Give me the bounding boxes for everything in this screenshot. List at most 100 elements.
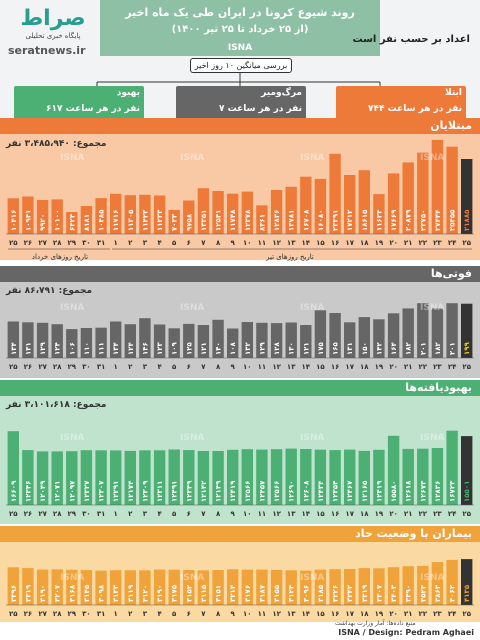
value-label-recovered-9: ۱۲۳۰۹	[141, 480, 149, 502]
category-label-recovered-26: ۲۰	[389, 510, 398, 518]
category-label-infections-3: ۲۸	[53, 239, 62, 247]
category-label-deaths-25: ۱۹	[375, 363, 384, 371]
category-label-infections-15: ۹	[231, 239, 236, 247]
bar-severe-26	[387, 567, 400, 605]
category-label-infections-20: ۱۴	[302, 239, 311, 247]
watermark-infections-3: ISNA	[420, 153, 444, 163]
category-label-recovered-20: ۱۴	[302, 510, 311, 518]
bar-recovered-17	[256, 449, 268, 505]
bar-recovered-29	[431, 448, 444, 505]
bar-infections-24	[358, 170, 370, 234]
avg-recovered-box: بهبود ۶۱۷ نفر در هر ساعت	[14, 86, 144, 122]
value-label-deaths-16: ۱۳۲	[244, 341, 252, 355]
category-label-deaths-1: ۲۶	[24, 363, 33, 371]
bar-recovered-27	[402, 448, 414, 505]
bar-severe-30	[446, 559, 458, 605]
category-label-recovered-18: ۱۲	[272, 510, 281, 518]
watermark-recovered-3: ISNA	[420, 433, 444, 443]
value-label-infections-5: ۸۱۸۱	[83, 214, 91, 231]
category-label-infections-10: ۴	[157, 239, 162, 247]
value-label-deaths-30: ۲۰۱	[449, 342, 457, 355]
category-label-deaths-5: ۳۰	[82, 363, 91, 371]
value-label-recovered-29: ۱۲۸۳۶	[434, 481, 442, 502]
category-label-severe-19: ۱۳	[287, 610, 296, 618]
value-label-infections-19: ۱۳۷۸۱	[288, 210, 296, 231]
category-label-infections-23: ۱۷	[345, 239, 354, 247]
deaths-band	[0, 268, 480, 378]
category-label-deaths-16: ۱۰	[243, 363, 252, 371]
value-label-recovered-25: ۱۲۴۱۹	[375, 480, 383, 502]
infections-total: مجموع: ۳،۴۸۵،۹۴۰ نفر	[6, 139, 107, 149]
bar-recovered-31	[461, 436, 473, 505]
category-label-infections-31: ۲۵	[462, 239, 471, 247]
logo-subtitle: پایگاه خبری تحلیلی	[25, 32, 81, 40]
category-label-deaths-29: ۲۳	[433, 363, 442, 371]
infections-band	[0, 124, 480, 260]
date-range-label-tir: تاریخ روزهای تیر	[265, 253, 314, 261]
value-label-recovered-20: ۱۲۶۰۸	[302, 480, 310, 502]
bar-infections-6	[95, 198, 107, 234]
watermark-deaths-1: ISNA	[180, 303, 204, 313]
category-label-severe-22: ۱۶	[331, 610, 340, 618]
category-label-deaths-7: ۱	[114, 363, 118, 371]
value-label-infections-30: ۲۵۴۵۵	[449, 209, 457, 231]
category-label-deaths-17: ۱۱	[258, 363, 267, 371]
category-label-deaths-2: ۲۷	[38, 363, 47, 371]
value-label-severe-8: ۳۱۱۹	[127, 584, 135, 602]
bar-deaths-5	[80, 328, 93, 358]
bar-deaths-13	[197, 325, 210, 358]
bar-infections-12	[183, 200, 195, 234]
bar-severe-2	[36, 569, 49, 605]
bar-infections-25	[373, 194, 385, 234]
bar-severe-6	[95, 570, 107, 605]
value-label-severe-27: ۳۴۹۰	[405, 585, 413, 602]
category-label-infections-28: ۲۲	[419, 239, 428, 247]
category-label-infections-12: ۶	[187, 239, 191, 247]
category-label-severe-5: ۳۰	[82, 610, 91, 618]
category-label-infections-16: ۱۰	[243, 239, 252, 247]
bar-recovered-3	[51, 451, 63, 505]
value-label-recovered-28: ۱۲۶۷۳	[419, 480, 427, 502]
average-label: بررسی میانگین ۱۰ روز اخیر	[190, 58, 292, 73]
category-label-severe-23: ۱۷	[345, 610, 354, 618]
category-label-severe-14: ۸	[216, 610, 221, 618]
value-label-severe-1: ۳۳۱۹	[24, 584, 32, 602]
category-label-infections-19: ۱۳	[287, 239, 296, 247]
watermark-deaths-3: ISNA	[420, 303, 444, 313]
value-label-deaths-13: ۱۲۱	[200, 342, 208, 355]
watermark-deaths-2: ISNA	[300, 303, 324, 313]
category-label-recovered-4: ۲۹	[68, 510, 77, 518]
bar-severe-21	[314, 569, 327, 605]
bar-deaths-4	[66, 329, 78, 358]
bar-recovered-5	[80, 450, 93, 505]
category-label-deaths-18: ۱۲	[272, 363, 281, 371]
value-label-severe-26: ۳۴۰۳	[390, 584, 398, 602]
value-label-infections-1: ۱۰۹۴۱	[24, 210, 32, 231]
bar-recovered-1	[22, 450, 34, 505]
category-label-deaths-22: ۱۶	[331, 363, 340, 371]
severe-band	[0, 528, 480, 622]
value-label-deaths-15: ۱۰۸	[229, 341, 237, 355]
bar-recovered-12	[183, 450, 195, 505]
value-label-recovered-7: ۱۲۲۹۱	[112, 481, 120, 502]
value-label-recovered-8: ۱۲۱۷۴	[127, 480, 135, 502]
value-label-recovered-17: ۱۲۴۵۷	[258, 480, 266, 502]
bar-infections-21	[314, 178, 327, 234]
bar-infections-29	[431, 139, 444, 234]
category-label-deaths-27: ۲۱	[404, 363, 413, 371]
bar-severe-0	[7, 567, 19, 605]
value-label-infections-14: ۱۲۵۴۱	[215, 210, 223, 231]
bar-deaths-30	[446, 303, 458, 358]
category-label-severe-31: ۲۵	[462, 610, 471, 618]
category-label-recovered-8: ۲	[128, 510, 133, 518]
avg-deaths-box: مرگ‌ومیر ۷ نفر در هر ساعت	[176, 86, 306, 122]
bar-recovered-14	[212, 451, 224, 505]
value-label-severe-24: ۳۳۱۹	[361, 584, 369, 602]
category-label-infections-24: ۱۸	[360, 239, 369, 247]
avg-infections-value: ۷۴۴ نفر در هر ساعت	[367, 104, 462, 114]
bar-recovered-30	[446, 430, 458, 505]
bar-recovered-6	[95, 450, 107, 505]
value-label-deaths-0: ۱۳۴	[10, 341, 18, 355]
category-label-severe-15: ۹	[231, 610, 236, 618]
bar-recovered-8	[124, 450, 136, 505]
